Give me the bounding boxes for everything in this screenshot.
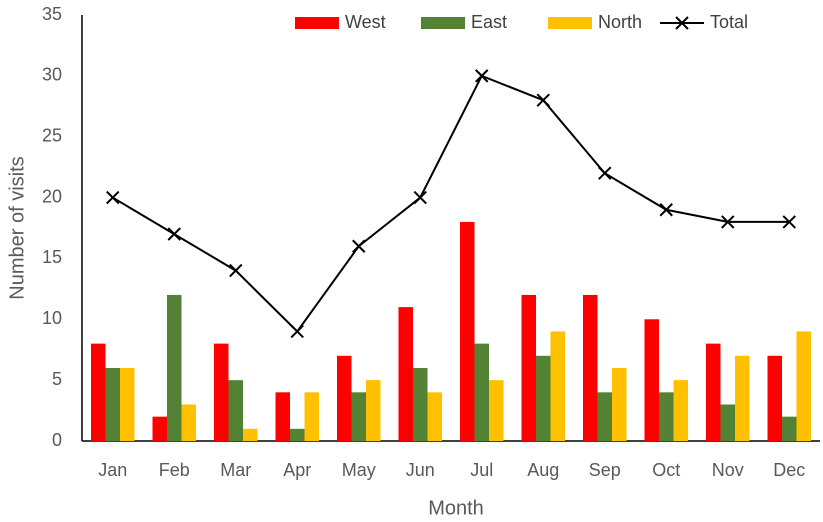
bar [366, 380, 381, 441]
bar [673, 380, 688, 441]
bar [796, 331, 811, 441]
legend-swatch [548, 17, 592, 29]
line-marker [536, 93, 550, 107]
y-tick-label: 20 [42, 186, 62, 206]
bar [167, 294, 182, 441]
bar [105, 367, 120, 441]
legend-label: East [471, 12, 507, 32]
bar [720, 404, 735, 441]
line-marker [659, 203, 673, 217]
bar [644, 319, 659, 441]
x-tick-label: Jun [406, 460, 435, 480]
bar [474, 343, 489, 441]
line-marker [167, 227, 181, 241]
legend-label: North [598, 12, 642, 32]
y-tick-label: 25 [42, 125, 62, 145]
x-tick-label: Dec [773, 460, 805, 480]
legend-marker [675, 16, 689, 30]
x-tick-label: Jul [470, 460, 493, 480]
bar [91, 343, 106, 441]
bar [460, 221, 475, 441]
bar [782, 416, 797, 441]
x-tick-label: Feb [159, 460, 190, 480]
bar [427, 392, 442, 441]
bar [489, 380, 504, 441]
y-tick-label: 10 [42, 308, 62, 328]
line-marker [782, 215, 796, 229]
bar [735, 355, 750, 441]
bar [337, 355, 352, 441]
line-marker [413, 190, 427, 205]
line-marker [229, 263, 243, 278]
x-tick-label: Mar [220, 460, 251, 480]
x-tick-label: Oct [652, 460, 680, 480]
legend-label: Total [710, 12, 748, 32]
bar [152, 416, 167, 441]
bar [521, 294, 536, 441]
bar [243, 428, 258, 441]
x-tick-label: Sep [589, 460, 621, 480]
y-tick-label: 15 [42, 247, 62, 267]
y-tick-label: 30 [42, 65, 62, 85]
legend-label: West [345, 12, 386, 32]
bar [181, 404, 196, 441]
bar [659, 392, 674, 441]
bar [214, 343, 229, 441]
x-tick-label: Aug [527, 460, 559, 480]
line-marker [598, 166, 612, 180]
bar [597, 392, 612, 441]
bar [304, 392, 319, 441]
y-tick-label: 0 [52, 430, 62, 450]
legend-swatch [421, 17, 465, 29]
bar [536, 355, 551, 441]
line [112, 74, 790, 333]
x-tick-label: May [342, 460, 376, 480]
bar [550, 331, 565, 441]
bar [228, 380, 243, 441]
line-marker [352, 239, 366, 253]
y-tick-label: 5 [52, 369, 62, 389]
y-tick-label: 35 [42, 4, 62, 24]
line-marker [290, 324, 304, 339]
bar [583, 294, 598, 441]
bar [706, 343, 721, 441]
bar [767, 355, 782, 441]
bar [398, 307, 413, 441]
line-marker [106, 190, 120, 205]
bar [413, 367, 428, 441]
x-tick-label: Jan [98, 460, 127, 480]
y-axis-title: Number of visits [6, 156, 28, 299]
line-marker [721, 215, 735, 229]
x-tick-label: Apr [283, 460, 311, 480]
legend-swatch [295, 17, 339, 29]
bar [351, 392, 366, 441]
bar [612, 367, 627, 441]
bar [290, 428, 305, 441]
x-tick-label: Nov [712, 460, 744, 480]
bar [275, 392, 290, 441]
x-axis-title: Month [428, 497, 484, 519]
line-marker [475, 69, 489, 83]
bar [120, 367, 135, 441]
